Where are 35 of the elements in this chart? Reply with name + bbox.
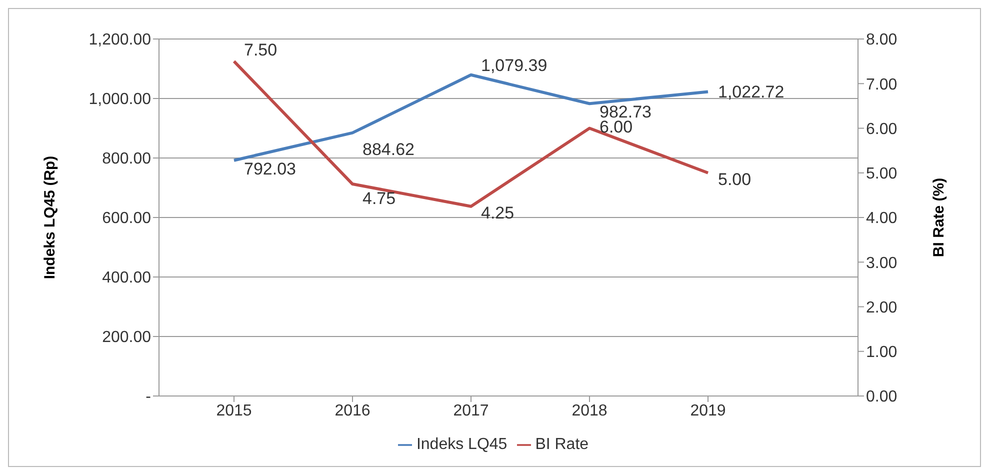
y-tick-label: 400.00 xyxy=(102,270,152,287)
y2-tick-label: 5.00 xyxy=(866,166,898,183)
y2-tick-label: 6.00 xyxy=(866,120,898,138)
y-tick-label: - xyxy=(146,388,151,406)
y2-tick-label: 0.00 xyxy=(866,388,898,406)
y-tick-label: 1,200.00 xyxy=(88,32,152,49)
x-tick-label: 2019 xyxy=(690,402,726,420)
data-label: 884.62 xyxy=(362,140,414,159)
line-series xyxy=(232,73,710,162)
data-label: 1,079.39 xyxy=(481,56,548,75)
legend-label: BI Rate xyxy=(535,436,589,453)
x-tick-label: 2017 xyxy=(453,402,489,420)
y-tick-label: 200.00 xyxy=(102,329,152,346)
x-tick-label: 2015 xyxy=(216,402,252,420)
data-label: 7.50 xyxy=(244,40,278,60)
data-label: 5.00 xyxy=(718,170,752,189)
y-axis-title: Indeks LQ45 (Rp) xyxy=(41,156,58,280)
legend-label: Indeks LQ45 xyxy=(416,436,508,453)
y2-tick-label: 4.00 xyxy=(866,210,898,228)
x-tick-label: 2016 xyxy=(334,402,370,420)
y2-tick-label: 3.00 xyxy=(866,254,898,272)
data-label: 792.03 xyxy=(244,159,296,178)
y2-axis-title: BI Rate (%) xyxy=(930,178,948,258)
y-tick-label: 600.00 xyxy=(102,210,152,228)
y2-tick-label: 2.00 xyxy=(866,299,898,316)
y2-tick-label: 7.00 xyxy=(866,76,898,94)
data-label: 1,022.72 xyxy=(718,82,784,102)
data-label: 4.75 xyxy=(362,189,396,208)
y-tick-label: 800.00 xyxy=(102,150,152,168)
y-tick-label: 1,000.00 xyxy=(88,91,152,108)
x-tick-label: 2018 xyxy=(572,402,608,420)
data-label: 4.25 xyxy=(481,203,514,222)
y2-tick-label: 8.00 xyxy=(866,32,898,49)
y2-tick-label: 1.00 xyxy=(866,344,898,362)
line-series xyxy=(232,60,710,208)
